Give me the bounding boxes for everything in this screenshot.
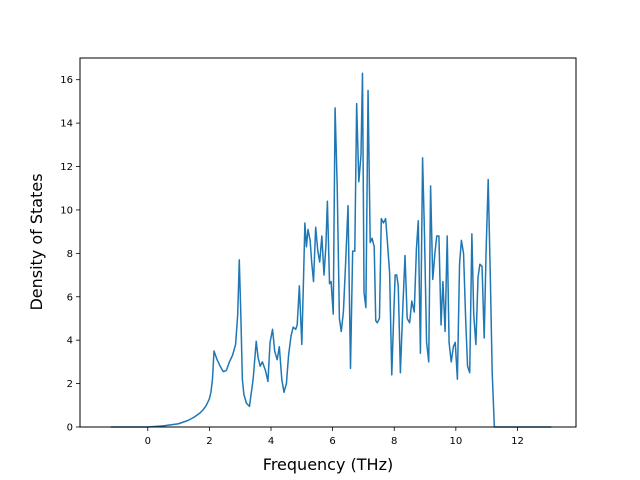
plot-area	[110, 72, 552, 428]
y-tick-label: 2	[67, 379, 73, 390]
y-axis-label: Density of States	[27, 173, 46, 310]
y-axis-ticks: 0 2 4 6 8 10 12 14 16	[60, 75, 80, 434]
y-tick-label: 0	[67, 423, 73, 434]
x-axis-ticks: 0 2 4 6 8 10 12	[145, 427, 524, 447]
y-tick-label: 14	[60, 119, 73, 130]
y-tick-label: 4	[67, 336, 73, 347]
x-axis-label: Frequency (THz)	[263, 455, 393, 474]
y-tick-label: 6	[67, 292, 73, 303]
y-tick-label: 12	[60, 162, 73, 173]
axes-frame	[79, 57, 577, 428]
x-tick-label: 4	[268, 436, 274, 447]
x-tick-label: 6	[329, 436, 335, 447]
x-tick-label: 10	[449, 436, 462, 447]
x-tick-label: 0	[145, 436, 151, 447]
x-tick-label: 2	[206, 436, 212, 447]
y-tick-label: 10	[60, 205, 73, 216]
dos-series-line-0	[110, 72, 552, 428]
y-tick-label: 16	[60, 75, 73, 86]
y-tick-label: 8	[67, 249, 73, 260]
x-tick-label: 12	[511, 436, 524, 447]
x-tick-label: 8	[391, 436, 397, 447]
